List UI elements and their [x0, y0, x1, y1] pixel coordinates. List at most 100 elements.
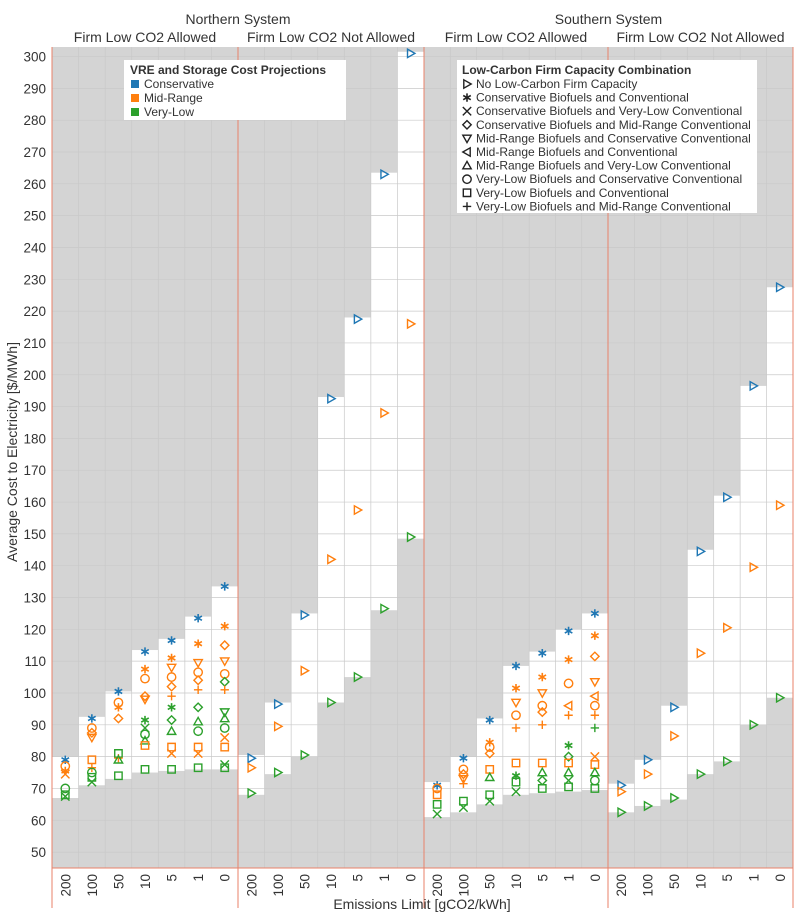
- data-point: [140, 741, 150, 750]
- data-point: [220, 742, 230, 752]
- range-band: [713, 495, 741, 762]
- data-point: [749, 719, 759, 731]
- data-point: [536, 689, 548, 699]
- y-axis-title: Average Cost to Electricity [$/MWh]: [4, 342, 20, 562]
- cost-legend-label: Mid-Range: [144, 91, 203, 105]
- x-tick-label: 200: [614, 874, 629, 897]
- x-tick-label: 1: [562, 874, 577, 882]
- data-point: [617, 779, 627, 791]
- data-point: [590, 751, 600, 762]
- y-tick-label: 300: [23, 50, 46, 65]
- y-tick-label: 160: [23, 495, 46, 510]
- data-point: [643, 768, 654, 780]
- data-point: [114, 771, 123, 781]
- data-point: [380, 603, 390, 615]
- data-point: [775, 499, 786, 511]
- cost-legend-swatch: [131, 108, 139, 116]
- data-point: [86, 733, 98, 744]
- data-point: [166, 663, 177, 674]
- range-band: [397, 51, 424, 539]
- data-point: [537, 706, 548, 718]
- data-point: [510, 698, 522, 709]
- data-point: [458, 802, 469, 813]
- data-point: [723, 491, 733, 503]
- data-point: [87, 714, 97, 723]
- range-band: [476, 718, 503, 805]
- data-point: [511, 710, 521, 721]
- data-point: [562, 700, 573, 712]
- legends: VRE and Storage Cost ProjectionsConserva…: [124, 60, 757, 213]
- data-point: [193, 748, 203, 759]
- data-point: [219, 712, 231, 723]
- data-point: [484, 771, 496, 782]
- x-tick-label: 0: [588, 874, 603, 882]
- x-axis-title: Emissions Limit [gCO2/kWh]: [333, 896, 510, 912]
- x-tick-label: 1: [191, 874, 206, 882]
- data-point: [432, 809, 442, 819]
- data-point: [113, 713, 124, 724]
- data-point: [140, 729, 150, 740]
- x-tick-label: 100: [641, 874, 656, 897]
- data-point: [192, 716, 204, 726]
- x-tick-label: 0: [218, 874, 233, 882]
- legend-marker-icon: [461, 119, 473, 130]
- data-point: [353, 671, 364, 683]
- data-point: [353, 504, 364, 516]
- data-point: [247, 787, 257, 799]
- cost-legend-swatch: [131, 80, 139, 88]
- data-point: [511, 777, 521, 787]
- data-point: [193, 614, 203, 623]
- x-tick-label: 5: [720, 874, 735, 882]
- data-point: [219, 640, 230, 651]
- y-tick-label: 180: [23, 431, 46, 446]
- data-point: [114, 749, 123, 758]
- range-band: [317, 397, 345, 703]
- subpanel-title: Firm Low CO2 Allowed: [74, 29, 216, 45]
- data-point: [459, 796, 468, 806]
- data-point: [589, 700, 600, 711]
- data-point: [86, 767, 97, 778]
- range-band: [766, 287, 793, 698]
- data-point: [723, 755, 733, 767]
- y-tick-label: 280: [23, 113, 46, 128]
- data-point: [60, 783, 71, 794]
- subpanel-title: Firm Low CO2 Allowed: [445, 29, 587, 45]
- data-point: [432, 790, 442, 800]
- data-point: [140, 664, 150, 674]
- data-point: [193, 726, 204, 737]
- y-tick-label: 60: [31, 813, 46, 828]
- data-point: [114, 703, 123, 712]
- cost-legend-title: VRE and Storage Cost Projections: [130, 63, 326, 77]
- data-point: [485, 790, 495, 800]
- data-point: [219, 708, 231, 718]
- data-point: [300, 749, 311, 761]
- cost-legend-label: Very-Low: [144, 105, 194, 119]
- data-point: [60, 769, 70, 779]
- data-point: [696, 647, 707, 659]
- data-point: [166, 748, 177, 759]
- x-tick-label: 100: [456, 874, 471, 897]
- marker-legend-label: Very-Low Biofuels and Conservative Conve…: [476, 172, 742, 186]
- data-point: [192, 702, 204, 713]
- data-point: [564, 655, 573, 664]
- y-tick-label: 240: [23, 240, 46, 255]
- x-tick-label: 5: [351, 874, 366, 882]
- data-point: [192, 675, 204, 686]
- y-tick-label: 130: [23, 591, 46, 606]
- data-point: [749, 561, 759, 573]
- y-tick-label: 80: [31, 750, 46, 765]
- data-point: [432, 781, 442, 790]
- range-band: [291, 613, 318, 757]
- x-tick-label: 50: [483, 874, 498, 889]
- cost-legend-swatch: [131, 94, 139, 102]
- range-band: [370, 172, 398, 611]
- legend-marker-icon: [462, 188, 472, 198]
- data-point: [670, 792, 680, 804]
- data-point: [775, 281, 786, 293]
- data-point: [406, 318, 417, 330]
- data-point: [166, 672, 177, 682]
- data-point: [140, 647, 150, 656]
- data-point: [87, 777, 97, 787]
- data-point: [193, 639, 203, 648]
- marker-legend-label: Very-Low Biofuels and Conventional: [476, 186, 669, 200]
